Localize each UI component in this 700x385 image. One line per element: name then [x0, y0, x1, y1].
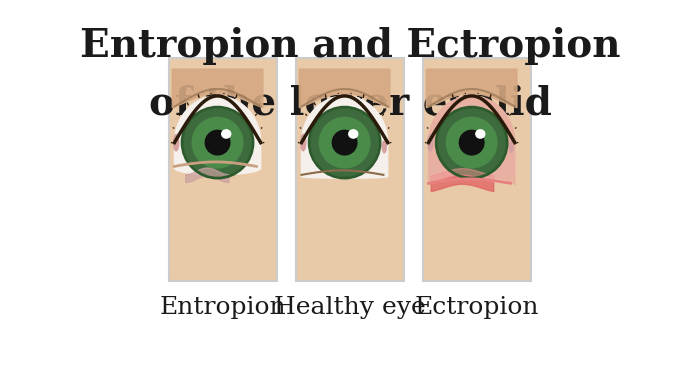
Polygon shape — [174, 96, 260, 175]
Text: Entropion: Entropion — [160, 296, 286, 320]
Polygon shape — [426, 69, 517, 108]
Ellipse shape — [509, 140, 514, 154]
Polygon shape — [428, 96, 514, 185]
Polygon shape — [300, 69, 390, 108]
Ellipse shape — [458, 130, 484, 156]
Ellipse shape — [348, 129, 358, 139]
Polygon shape — [302, 96, 388, 178]
Ellipse shape — [318, 117, 370, 169]
Ellipse shape — [332, 130, 358, 156]
Ellipse shape — [192, 117, 244, 169]
Text: of the lower eyelid: of the lower eyelid — [148, 85, 552, 123]
Polygon shape — [172, 69, 262, 108]
FancyBboxPatch shape — [169, 58, 277, 281]
Ellipse shape — [300, 134, 307, 152]
Text: Healthy eye: Healthy eye — [274, 296, 426, 320]
Ellipse shape — [173, 134, 179, 152]
FancyBboxPatch shape — [296, 58, 404, 281]
Text: Ectropion: Ectropion — [415, 296, 539, 320]
Ellipse shape — [204, 130, 230, 156]
Ellipse shape — [382, 140, 387, 154]
Ellipse shape — [310, 108, 379, 177]
Ellipse shape — [221, 129, 232, 139]
Ellipse shape — [446, 117, 498, 169]
FancyBboxPatch shape — [423, 58, 531, 281]
Ellipse shape — [427, 134, 433, 152]
Ellipse shape — [437, 108, 506, 177]
Text: Entropion and Ectropion: Entropion and Ectropion — [80, 27, 620, 65]
Ellipse shape — [183, 108, 252, 177]
Ellipse shape — [475, 129, 486, 139]
